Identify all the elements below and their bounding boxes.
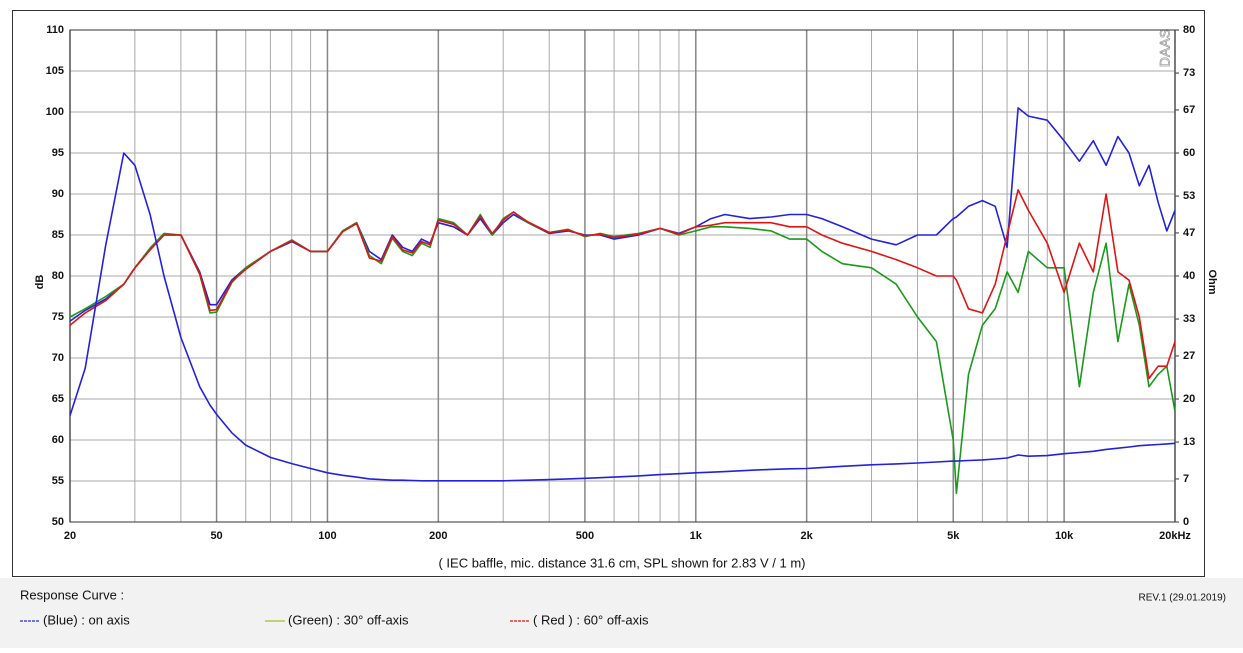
y-tick-label: 50 xyxy=(52,516,64,528)
y2-tick-label: 47 xyxy=(1183,227,1195,239)
plot-border xyxy=(69,29,1176,523)
x-tick-label: 2k xyxy=(801,530,814,542)
y2-tick-label: 67 xyxy=(1183,104,1195,116)
y2-tick-label: 20 xyxy=(1183,393,1195,405)
legend-title: Response Curve : xyxy=(20,587,124,602)
y2-tick-label: 27 xyxy=(1183,350,1195,362)
y-tick-label: 90 xyxy=(52,188,64,200)
y2-tick-label: 53 xyxy=(1183,190,1195,202)
x-tick-label: 200 xyxy=(429,530,447,542)
legend-label: (Green) : 30° off-axis xyxy=(288,612,409,627)
y-axis-label: dB xyxy=(34,275,46,290)
y2-tick-label: 40 xyxy=(1183,270,1195,282)
y-tick-label: 70 xyxy=(52,352,64,364)
x-tick-label: 5k xyxy=(947,530,960,542)
x-tick-label: 100 xyxy=(318,530,336,542)
y-tick-label: 80 xyxy=(52,270,64,282)
series-line xyxy=(69,152,1176,482)
y2-axis-label: Ohm xyxy=(1206,269,1218,294)
y-tick-label: 105 xyxy=(46,65,64,77)
legend-label: ( Red ) : 60° off-axis xyxy=(533,612,649,627)
watermark: DAAS xyxy=(1157,29,1173,67)
legend-panel xyxy=(0,578,1243,648)
y-tick-label: 65 xyxy=(52,393,64,405)
x-tick-label: 500 xyxy=(576,530,594,542)
x-tick-label: 20kHz xyxy=(1159,530,1191,542)
series-line xyxy=(69,107,1176,322)
legend-label: (Blue) : on axis xyxy=(43,612,130,627)
y-tick-label: 55 xyxy=(52,475,64,487)
y2-tick-label: 60 xyxy=(1183,147,1195,159)
series-line xyxy=(69,211,1176,495)
y-tick-label: 95 xyxy=(52,147,64,159)
y2-tick-label: 0 xyxy=(1183,516,1189,528)
revision: REV.1 (29.01.2019) xyxy=(1139,593,1226,604)
x-tick-label: 20 xyxy=(64,530,76,542)
y2-tick-label: 73 xyxy=(1183,67,1195,79)
y2-tick-label: 7 xyxy=(1183,473,1189,485)
x-tick-label: 50 xyxy=(210,530,222,542)
x-tick-label: 10k xyxy=(1055,530,1074,542)
frame xyxy=(12,10,1205,577)
y-tick-label: 85 xyxy=(52,229,64,241)
y-tick-label: 75 xyxy=(52,311,64,323)
y2-tick-label: 80 xyxy=(1183,24,1195,36)
x-axis-label: ( IEC baffle, mic. distance 31.6 cm, SPL… xyxy=(438,555,805,570)
x-tick-label: 1k xyxy=(690,530,703,542)
y2-tick-label: 13 xyxy=(1183,436,1195,448)
y-tick-label: 110 xyxy=(46,24,64,36)
y-tick-label: 60 xyxy=(52,434,64,446)
y2-tick-label: 33 xyxy=(1183,313,1195,325)
series-line xyxy=(69,189,1176,380)
y-tick-label: 100 xyxy=(46,106,64,118)
